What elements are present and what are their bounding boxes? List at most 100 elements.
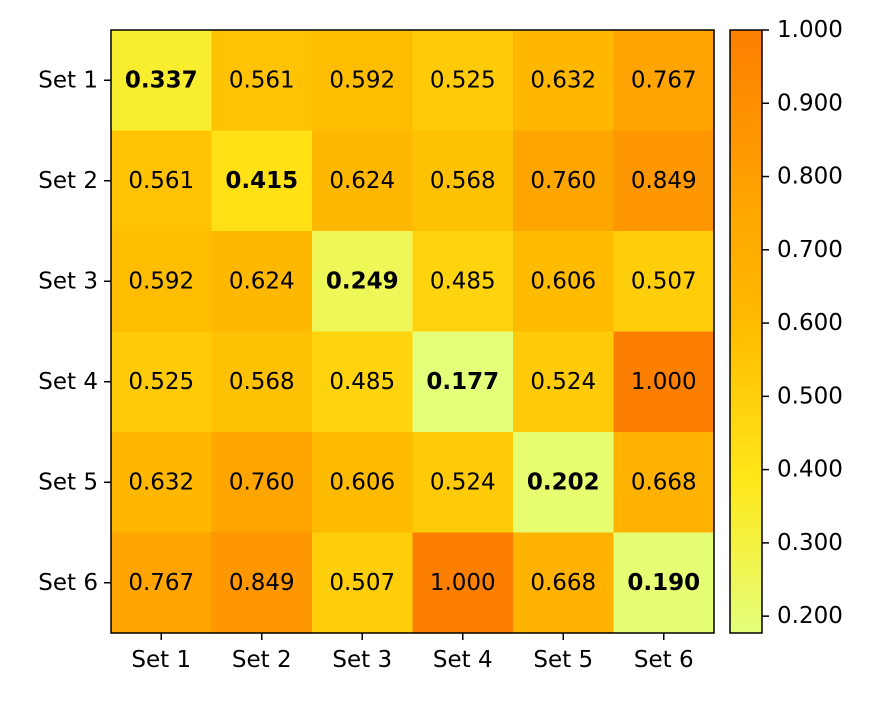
heatmap-cell-value-r1-c5: 0.632 [530,67,596,93]
heatmap-cell-r6-c6 [613,532,715,634]
y-tick-label: Set 2 [38,168,98,194]
heatmap-cell-r4-c3 [312,331,414,433]
heatmap-cell-r3-c2 [211,231,313,333]
heatmap-cell-r2-c3 [312,130,414,232]
heatmap-cell-value-r5-c3: 0.606 [329,469,395,495]
heatmap-cell-r1-c4 [412,30,514,132]
heatmap-cell-value-r1-c6: 0.767 [631,67,697,93]
heatmap-cell-r6-c4 [412,532,514,634]
heatmap-cell-r1-c3 [312,30,414,132]
heatmap-cell-value-r3-c1: 0.592 [128,268,194,294]
heatmap-cell-value-r1-c1: 0.337 [125,67,198,93]
heatmap-cell-r1-c1 [111,30,213,132]
heatmap-cell-value-r2-c6: 0.849 [631,168,697,194]
x-tick-label: Set 5 [533,647,593,673]
colorbar-tick-label: 1.000 [777,17,843,43]
heatmap-cell-value-r6-c1: 0.767 [128,570,194,596]
heatmap-cell-value-r2-c2: 0.415 [225,168,298,194]
heatmap-cell-value-r2-c3: 0.624 [329,168,395,194]
heatmap-cell-value-r4-c2: 0.568 [229,369,295,395]
heatmap-cells [111,30,715,634]
heatmap-cell-value-r5-c6: 0.668 [631,469,697,495]
heatmap-cell-value-r4-c1: 0.525 [128,369,194,395]
heatmap-cell-value-r4-c4: 0.177 [426,369,499,395]
heatmap-cell-r5-c3 [312,432,414,534]
heatmap-cell-r1-c5 [513,30,615,132]
heatmap-cell-r4-c4 [412,331,514,433]
colorbar [730,30,762,633]
colorbar-axis: 0.200 0.300 0.400 0.500 0.600 0.700 0.800 0.900… [762,17,843,629]
heatmap-cell-r2-c2 [211,130,313,232]
heatmap-cell-value-r1-c3: 0.592 [329,67,395,93]
y-tick-label: Set 3 [38,268,98,294]
heatmap-cell-value-r5-c1: 0.632 [128,469,194,495]
heatmap-cell-value-r2-c1: 0.561 [128,168,194,194]
heatmap-cell-r5-c1 [111,432,213,534]
x-tick-label: Set 1 [131,647,191,673]
heatmap-cell-value-r6-c4: 1.000 [430,570,496,596]
heatmap-cell-r3-c1 [111,231,213,333]
heatmap-cell-r6-c5 [513,532,615,634]
heatmap-cell-r3-c4 [412,231,514,333]
heatmap-cell-r3-c3 [312,231,414,333]
heatmap-cell-r4-c1 [111,331,213,433]
heatmap-cell-r6-c2 [211,532,313,634]
x-tick-label: Set 6 [634,647,694,673]
heatmap-cell-value-r3-c4: 0.485 [430,268,496,294]
colorbar-frame [729,29,763,634]
heatmap-cell-value-r6-c3: 0.507 [329,570,395,596]
heatmap-cell-r4-c2 [211,331,313,433]
heatmap-cell-value-r5-c2: 0.760 [229,469,295,495]
heatmap-cell-r1-c2 [211,30,313,132]
plot-frame [110,29,715,634]
heatmap-cell-r2-c5 [513,130,615,232]
heatmap-cell-labels: 0.337 0.561 0.592 0.525 0.632 0.767 0.561 0.415… [125,67,700,596]
x-tick-label: Set 4 [433,647,493,673]
colorbar-tick-label: 0.400 [777,457,843,483]
heatmap-cell-r5-c4 [412,432,514,534]
heatmap-cell-value-r6-c5: 0.668 [530,570,596,596]
heatmap-cell-value-r2-c4: 0.568 [430,168,496,194]
heatmap-cell-r5-c6 [613,432,715,534]
heatmap-cell-r2-c1 [111,130,213,232]
colorbar-tick-label: 0.200 [777,603,843,629]
heatmap-cell-value-r3-c2: 0.624 [229,268,295,294]
x-tick-label: Set 2 [232,647,292,673]
x-tick-label: Set 3 [332,647,392,673]
colorbar-tick-label: 0.800 [777,164,843,190]
y-tick-label: Set 4 [38,369,98,395]
heatmap-cell-r6-c1 [111,532,213,634]
heatmap-cell-r6-c3 [312,532,414,634]
heatmap-cell-value-r4-c5: 0.524 [530,369,596,395]
heatmap-cell-value-r5-c4: 0.524 [430,469,496,495]
y-tick-label: Set 5 [38,469,98,495]
heatmap-cell-value-r3-c5: 0.606 [530,268,596,294]
heatmap-cell-value-r6-c6: 0.190 [627,570,700,596]
heatmap-cell-r4-c5 [513,331,615,433]
heatmap-cell-value-r2-c5: 0.760 [530,168,596,194]
heatmap-cell-r5-c2 [211,432,313,534]
x-axis: Set 1 Set 2 Set 3 Set 4 Set 5 Set 6 [131,633,694,673]
heatmap-cell-value-r1-c4: 0.525 [430,67,496,93]
heatmap-cell-value-r6-c2: 0.849 [229,570,295,596]
heatmap-cell-r2-c4 [412,130,514,232]
colorbar-tick-label: 0.300 [777,530,843,556]
heatmap-cell-value-r5-c5: 0.202 [527,469,600,495]
y-tick-label: Set 1 [38,67,98,93]
y-tick-label: Set 6 [38,570,98,596]
heatmap-cell-value-r3-c6: 0.507 [631,268,697,294]
colorbar-tick-label: 0.700 [777,237,843,263]
colorbar-tick-label: 0.900 [777,90,843,116]
heatmap-cell-value-r4-c6: 1.000 [631,369,697,395]
y-axis: Set 1 Set 2 Set 3 Set 4 Set 5 Set 6 [38,67,111,596]
heatmap-cell-r5-c5 [513,432,615,534]
heatmap-cell-value-r3-c3: 0.249 [326,268,399,294]
heatmap-cell-r2-c6 [613,130,715,232]
heatmap-cell-r1-c6 [613,30,715,132]
heatmap-cell-value-r1-c2: 0.561 [229,67,295,93]
heatmap-cell-r3-c5 [513,231,615,333]
heatmap-cell-value-r4-c3: 0.485 [329,369,395,395]
colorbar-tick-label: 0.500 [777,383,843,409]
